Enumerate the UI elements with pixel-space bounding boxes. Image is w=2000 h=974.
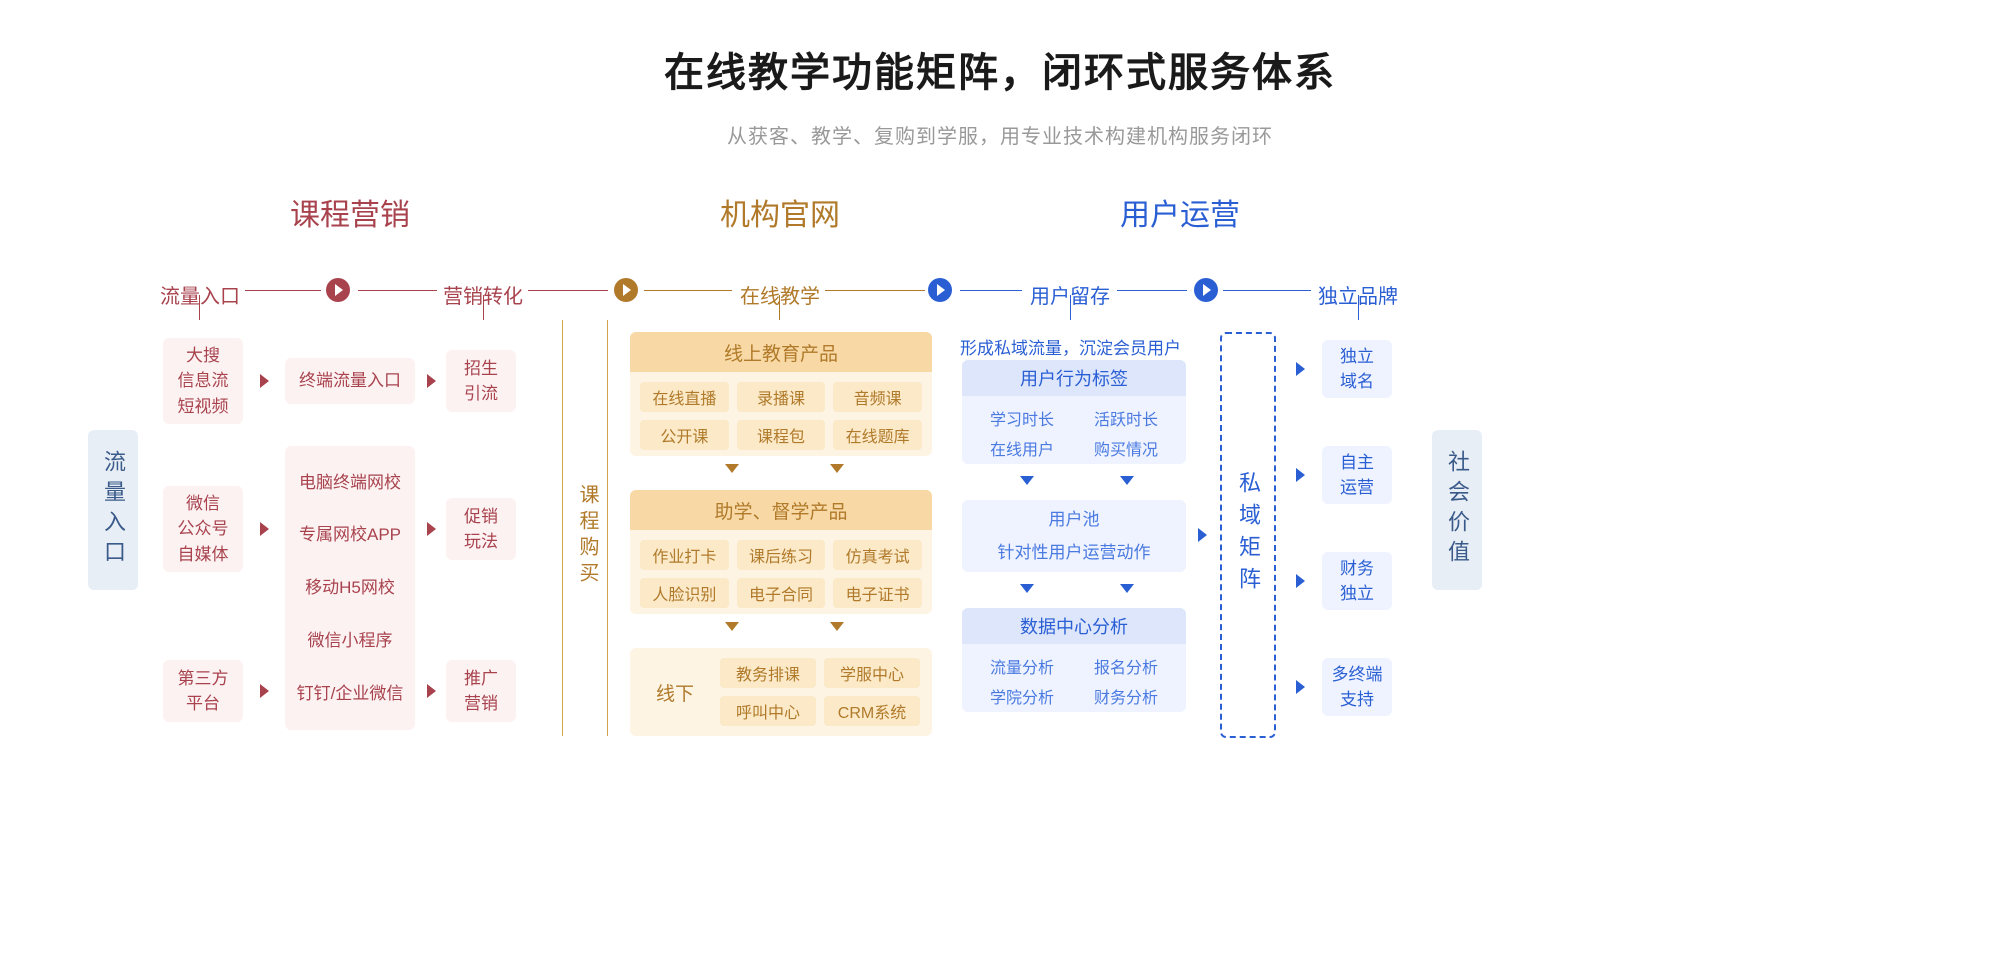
sub-header: 流量入口 bbox=[160, 280, 240, 309]
caret-right-icon bbox=[260, 684, 269, 698]
subtitle: 从获客、教学、复购到学服，用专业技术构建机构服务闭环 bbox=[0, 120, 2000, 149]
connector-line bbox=[1117, 290, 1187, 291]
main-title: 在线教学功能矩阵，闭环式服务体系 bbox=[0, 40, 2000, 98]
connector-line bbox=[528, 290, 608, 291]
section-headers: 课程营销 机构官网 用户运营 bbox=[0, 190, 2000, 240]
node-box: 促销玩法 bbox=[446, 498, 516, 560]
chip: 电子证书 bbox=[833, 578, 922, 608]
panel-item: 活跃时长 bbox=[1084, 406, 1168, 430]
caret-down-icon bbox=[725, 622, 739, 631]
caret-down-icon bbox=[1120, 476, 1134, 485]
caret-down-icon bbox=[1020, 584, 1034, 593]
node-box: 招生引流 bbox=[446, 350, 516, 412]
caret-right-icon bbox=[427, 522, 436, 536]
node-box: 推广营销 bbox=[446, 660, 516, 722]
connector-line bbox=[483, 295, 484, 320]
group-label: 线下 bbox=[630, 679, 720, 706]
group-panel: 线上教育产品在线直播录播课音频课公开课课程包在线题库 bbox=[630, 332, 932, 456]
node-box: 第三方平台 bbox=[163, 660, 243, 722]
pillar-left: 流量入口 bbox=[88, 430, 138, 590]
connector-line bbox=[1070, 295, 1071, 320]
chip: 学服中心 bbox=[824, 658, 920, 688]
group-panel: 数据中心分析流量分析报名分析学院分析财务分析 bbox=[962, 608, 1186, 712]
chip: 教务排课 bbox=[720, 658, 816, 688]
node-box: 微信公众号自媒体 bbox=[163, 486, 243, 572]
dashed-pillar: 私域矩阵 bbox=[1220, 332, 1276, 738]
caret-down-icon bbox=[830, 622, 844, 631]
panel-item: 报名分析 bbox=[1084, 654, 1168, 678]
node-box: 电脑终端网校专属网校APP移动H5网校微信小程序钉钉/企业微信 bbox=[285, 446, 415, 730]
caret-right-icon bbox=[1296, 362, 1305, 376]
chip: 作业打卡 bbox=[640, 540, 729, 570]
caret-right-icon bbox=[1296, 680, 1305, 694]
chip: 在线直播 bbox=[640, 382, 729, 412]
group-header: 数据中心分析 bbox=[962, 608, 1186, 644]
panel-item: 财务分析 bbox=[1084, 684, 1168, 708]
panel-item: 学习时长 bbox=[980, 406, 1064, 430]
connector-line bbox=[779, 295, 780, 320]
orange-pillar-label: 课程购买 bbox=[570, 476, 602, 596]
play-icon bbox=[326, 278, 350, 302]
node-box: 用户池针对性用户运营动作 bbox=[962, 500, 1186, 572]
chip: 在线题库 bbox=[833, 420, 922, 450]
caret-down-icon bbox=[830, 464, 844, 473]
chip: 公开课 bbox=[640, 420, 729, 450]
play-icon bbox=[614, 278, 638, 302]
node-box: 终端流量入口 bbox=[285, 358, 415, 404]
node-box: 自主运营 bbox=[1322, 446, 1392, 504]
caret-right-icon bbox=[1296, 468, 1305, 482]
chip: 音频课 bbox=[833, 382, 922, 412]
group-panel: 线下教务排课学服中心呼叫中心 CRM系统 bbox=[630, 648, 932, 736]
node-box: 独立域名 bbox=[1322, 340, 1392, 398]
section-header: 用户运营 bbox=[1120, 190, 1240, 234]
connector-line bbox=[644, 290, 732, 291]
group-panel: 用户行为标签学习时长活跃时长在线用户购买情况 bbox=[962, 360, 1186, 464]
connector-line bbox=[358, 290, 437, 291]
panel-item: 在线用户 bbox=[980, 436, 1064, 460]
panel-item: 流量分析 bbox=[980, 654, 1064, 678]
chip: 人脸识别 bbox=[640, 578, 729, 608]
connector-line bbox=[825, 290, 925, 291]
play-icon bbox=[1194, 278, 1218, 302]
group-header: 用户行为标签 bbox=[962, 360, 1186, 396]
caption-text: 形成私域流量，沉淀会员用户 bbox=[960, 334, 1181, 359]
connector-line bbox=[245, 290, 321, 291]
pillar-right: 社会价值 bbox=[1432, 430, 1482, 590]
connector-line bbox=[199, 295, 200, 320]
chip: 录播课 bbox=[737, 382, 826, 412]
chip: 电子合同 bbox=[737, 578, 826, 608]
chip: CRM系统 bbox=[824, 696, 920, 726]
caret-down-icon bbox=[1020, 476, 1034, 485]
sub-headers: 流量入口营销转化在线教学用户留存独立品牌 bbox=[0, 280, 2000, 310]
chip: 呼叫中心 bbox=[720, 696, 816, 726]
caret-right-icon bbox=[260, 522, 269, 536]
caret-right-icon bbox=[1296, 574, 1305, 588]
section-header: 机构官网 bbox=[720, 190, 840, 234]
group-panel: 助学、督学产品作业打卡课后练习仿真考试人脸识别电子合同电子证书 bbox=[630, 490, 932, 614]
connector-line bbox=[1358, 295, 1359, 320]
node-box: 多终端支持 bbox=[1322, 658, 1392, 716]
chip: 课程包 bbox=[737, 420, 826, 450]
group-header: 助学、督学产品 bbox=[630, 490, 932, 530]
chip: 课后练习 bbox=[737, 540, 826, 570]
section-header: 课程营销 bbox=[290, 190, 410, 234]
caret-right-icon bbox=[1198, 528, 1207, 542]
chip: 仿真考试 bbox=[833, 540, 922, 570]
caret-right-icon bbox=[260, 374, 269, 388]
caret-down-icon bbox=[1120, 584, 1134, 593]
node-box: 大搜信息流短视频 bbox=[163, 338, 243, 424]
connector-line bbox=[1223, 290, 1311, 291]
caret-down-icon bbox=[725, 464, 739, 473]
sub-header: 在线教学 bbox=[740, 280, 820, 309]
group-header: 线上教育产品 bbox=[630, 332, 932, 372]
caret-right-icon bbox=[427, 374, 436, 388]
panel-item: 购买情况 bbox=[1084, 436, 1168, 460]
node-box: 财务独立 bbox=[1322, 552, 1392, 610]
connector-line bbox=[960, 290, 1022, 291]
panel-item: 学院分析 bbox=[980, 684, 1064, 708]
play-icon bbox=[928, 278, 952, 302]
caret-right-icon bbox=[427, 684, 436, 698]
